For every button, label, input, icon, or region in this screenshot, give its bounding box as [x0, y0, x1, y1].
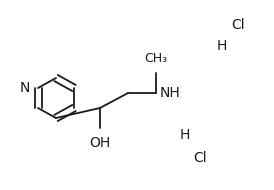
Text: Cl: Cl [193, 151, 207, 165]
Text: N: N [20, 81, 30, 95]
Text: H: H [180, 128, 190, 142]
Text: Cl: Cl [231, 18, 245, 32]
Text: CH₃: CH₃ [144, 52, 168, 65]
Text: H: H [217, 39, 227, 53]
Text: NH: NH [160, 86, 181, 100]
Text: OH: OH [89, 136, 111, 150]
